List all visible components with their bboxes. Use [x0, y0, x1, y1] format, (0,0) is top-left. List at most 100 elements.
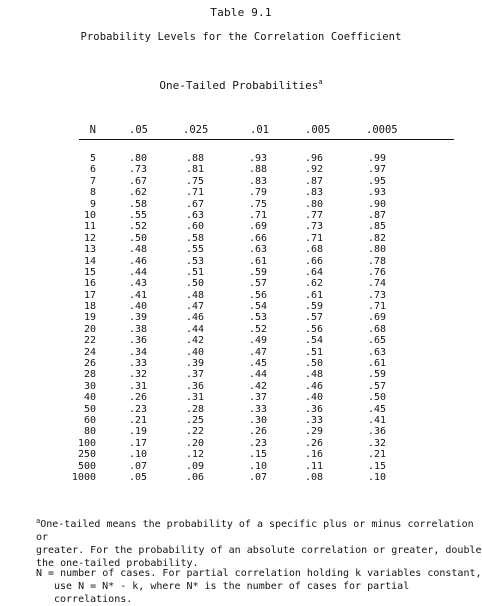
cell-05: .36 — [129, 335, 148, 347]
column-header-05: .05 — [129, 124, 148, 136]
cell-05: .10 — [129, 449, 148, 461]
column-header-005: .005 — [305, 124, 331, 136]
cell-05: .48 — [129, 244, 148, 256]
cell-0005: .95 — [368, 175, 387, 187]
cell-005: .92 — [305, 164, 324, 176]
cell-01: .47 — [249, 346, 268, 358]
cell-025: .44 — [186, 323, 205, 335]
cell-0005: .32 — [368, 437, 387, 449]
cell-01: .52 — [249, 323, 268, 335]
cell-01: .26 — [249, 426, 268, 438]
footnote-text-1: One-tailed means the probability of a sp… — [36, 519, 474, 543]
cell-005: .29 — [305, 426, 324, 438]
table-subtitle: Probability Levels for the Correlation C… — [80, 31, 402, 43]
cell-025: .09 — [186, 460, 205, 472]
cell-n: 16 — [83, 278, 96, 290]
cell-05: .73 — [129, 164, 148, 176]
table-row: 40 .26 .31 .37 .40 .50 — [0, 392, 482, 403]
cell-n: 12 — [83, 232, 96, 244]
cell-005: .61 — [305, 289, 324, 301]
cell-0005: .21 — [368, 449, 387, 461]
table-row: 24 .34 .40 .47 .51 .63 — [0, 347, 482, 358]
cell-0005: .69 — [368, 312, 387, 324]
cell-01: .10 — [249, 460, 268, 472]
cell-n: 40 — [83, 392, 96, 404]
cell-n: 30 — [83, 380, 96, 392]
cell-05: .23 — [129, 403, 148, 415]
cell-0005: .73 — [368, 289, 387, 301]
table-row: 11 .52 .60 .69 .73 .85 — [0, 221, 482, 232]
cell-0005: .71 — [368, 301, 387, 313]
cell-005: .73 — [305, 221, 324, 233]
cell-005: .62 — [305, 278, 324, 290]
cell-005: .56 — [305, 323, 324, 335]
note-line-2: use N = N* - k, where N* is the number o… — [54, 581, 410, 605]
cell-025: .75 — [186, 175, 205, 187]
cell-n: 26 — [83, 358, 96, 370]
table-row: 19 .39 .46 .53 .57 .69 — [0, 312, 482, 323]
cell-025: .67 — [186, 198, 205, 210]
cell-005: .87 — [305, 175, 324, 187]
cell-01: .83 — [249, 175, 268, 187]
cell-0005: .85 — [368, 221, 387, 233]
cell-025: .50 — [186, 278, 205, 290]
cell-01: .07 — [249, 471, 268, 483]
cell-005: .96 — [305, 153, 324, 164]
cell-n: 28 — [83, 369, 96, 381]
cell-0005: .63 — [368, 346, 387, 358]
cell-0005: .10 — [368, 471, 387, 483]
cell-05: .50 — [129, 232, 148, 244]
table-title: Table 9.1 — [210, 6, 272, 19]
cell-025: .31 — [186, 392, 205, 404]
footnote-mark: a — [36, 517, 41, 525]
footnote-line-1: aOne-tailed means the probability of a s… — [36, 515, 482, 544]
table-row: 14 .46 .53 .61 .66 .78 — [0, 256, 482, 267]
cell-05: .31 — [129, 380, 148, 392]
cell-01: .30 — [249, 414, 268, 426]
cell-05: .26 — [129, 392, 148, 404]
cell-025: .25 — [186, 414, 205, 426]
cell-05: .19 — [129, 426, 148, 438]
table-row: 60 .21 .25 .30 .33 .41 — [0, 415, 482, 426]
table-row: 6 .73 .81 .88 .92 .97 — [0, 164, 482, 175]
cell-05: .46 — [129, 255, 148, 267]
cell-n: 18 — [83, 301, 96, 313]
cell-01: .33 — [249, 403, 268, 415]
cell-025: .63 — [186, 209, 205, 221]
cell-05: .38 — [129, 323, 148, 335]
cell-0005: .87 — [368, 209, 387, 221]
cell-025: .37 — [186, 369, 205, 381]
cell-01: .66 — [249, 232, 268, 244]
cell-n: 15 — [83, 266, 96, 278]
table-row: 100 .17 .20 .23 .26 .32 — [0, 438, 482, 449]
cell-n: 50 — [83, 403, 96, 415]
cell-n: 250 — [77, 449, 96, 461]
cell-01: .15 — [249, 449, 268, 461]
tail-heading: One-Tailed Probabilitiesa — [0, 78, 482, 92]
cell-005: .51 — [305, 346, 324, 358]
cell-05: .67 — [129, 175, 148, 187]
cell-005: .40 — [305, 392, 324, 404]
table-row: 12 .50 .58 .66 .71 .82 — [0, 233, 482, 244]
cell-0005: .93 — [368, 187, 387, 199]
cell-025: .48 — [186, 289, 205, 301]
cell-01: .42 — [249, 380, 268, 392]
footnote: aOne-tailed means the probability of a s… — [36, 515, 482, 570]
cell-n: 1000 — [71, 471, 96, 483]
cell-n: 14 — [83, 255, 96, 267]
cell-025: .12 — [186, 449, 205, 461]
cell-01: .57 — [249, 278, 268, 290]
footnote-line-2: greater. For the probability of an absol… — [36, 545, 482, 556]
cell-n: 20 — [83, 323, 96, 335]
cell-025: .39 — [186, 358, 205, 370]
cell-n: 9 — [89, 198, 96, 210]
cell-01: .71 — [249, 209, 268, 221]
cell-005: .71 — [305, 232, 324, 244]
cell-025: .20 — [186, 437, 205, 449]
cell-0005: .65 — [368, 335, 387, 347]
cell-005: .11 — [305, 460, 324, 472]
cell-025: .40 — [186, 346, 205, 358]
footnote-marker: a — [318, 78, 323, 86]
cell-05: .43 — [129, 278, 148, 290]
cell-05: .58 — [129, 198, 148, 210]
